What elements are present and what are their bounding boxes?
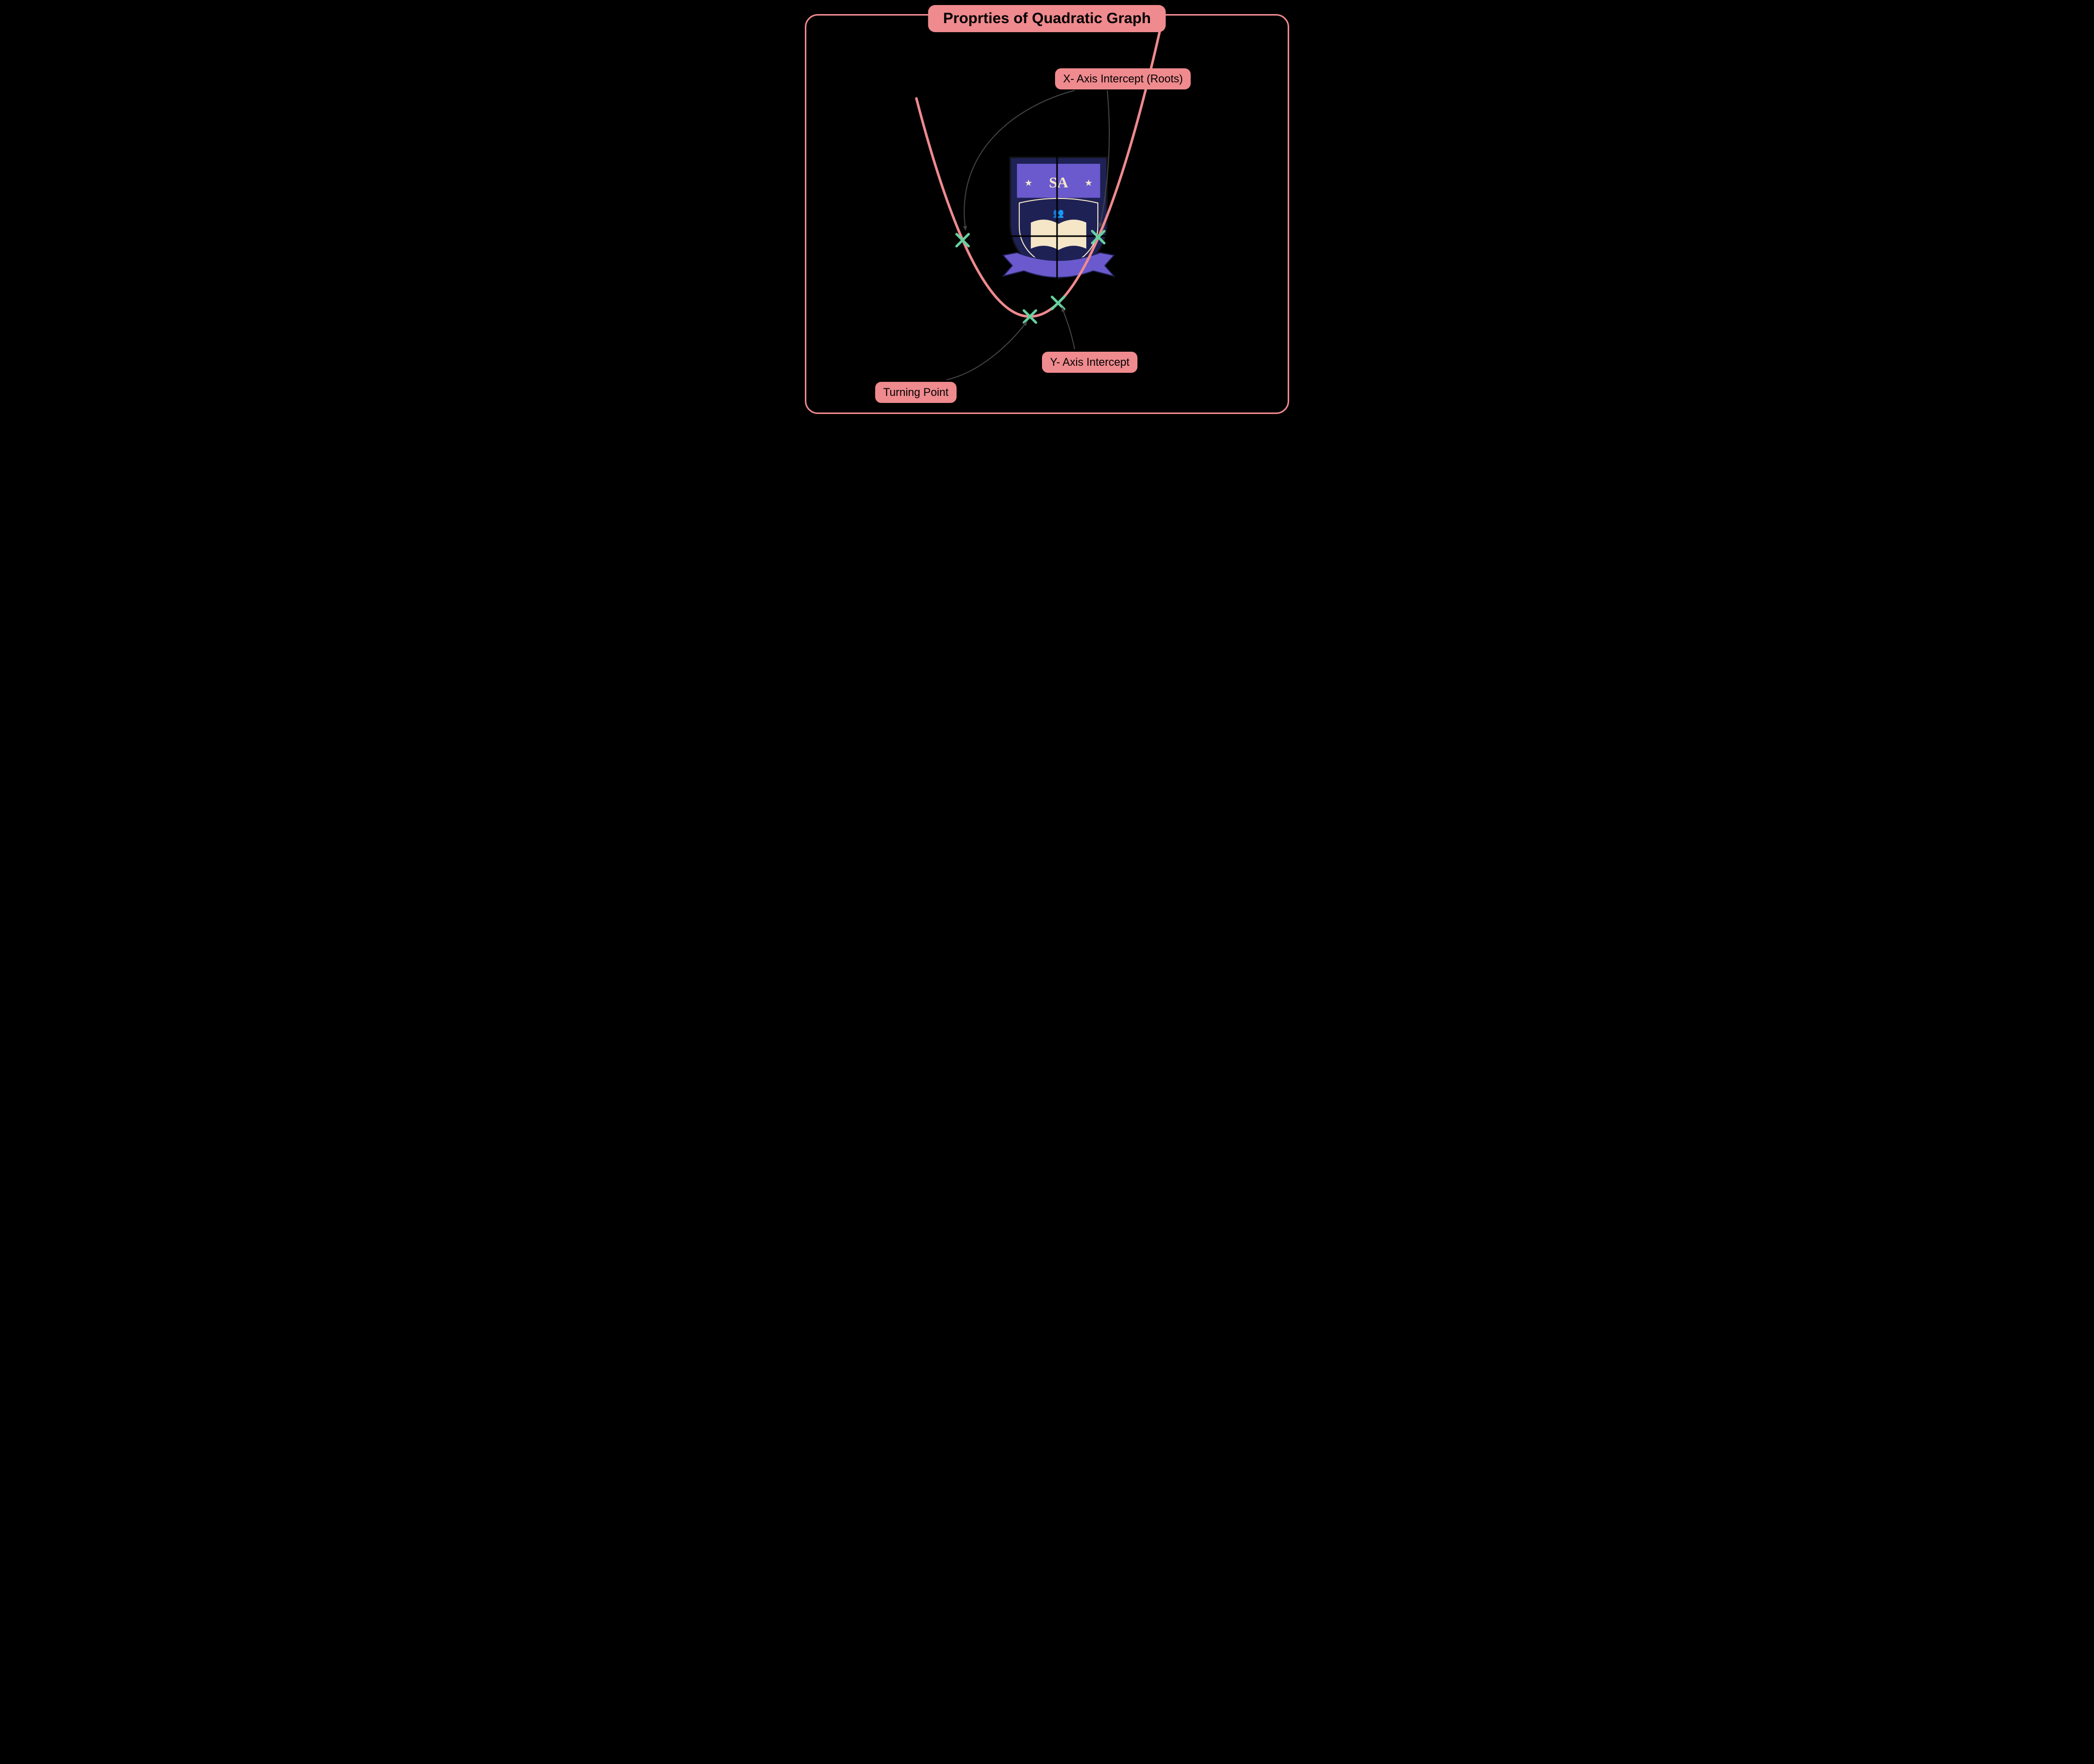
diagram-frame: Proprties of Quadratic Graph SA★★👥 X- Ax… [796,0,1298,423]
svg-text:★: ★ [1024,178,1032,188]
svg-text:SA: SA [1049,174,1069,191]
logo-shield: SA ★ ★ 👥 [1003,157,1114,279]
callout-turning-point: Turning Point [875,382,957,403]
svg-text:👥: 👥 [1053,208,1064,218]
callout-y-intercept: Y- Axis Intercept [1042,352,1137,373]
axes [977,151,1137,312]
svg-text:★: ★ [1085,178,1093,188]
callout-x-intercept: X- Axis Intercept (Roots) [1055,68,1191,89]
